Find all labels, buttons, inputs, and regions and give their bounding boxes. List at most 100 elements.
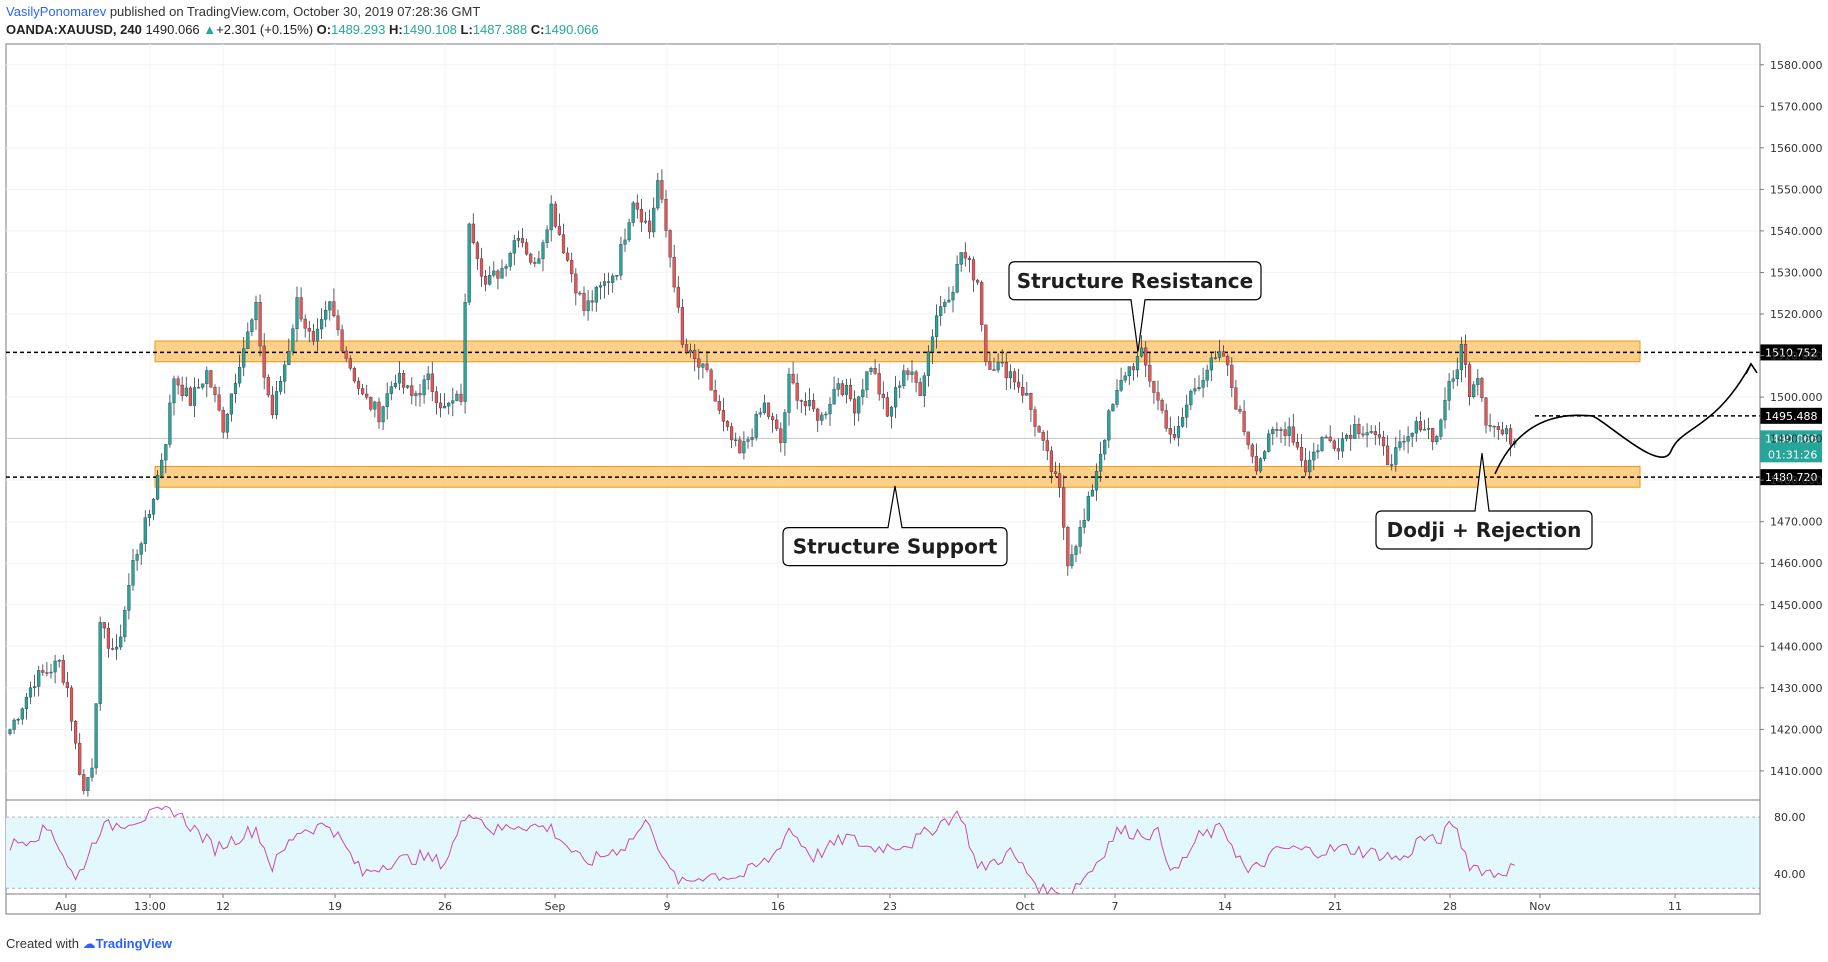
candle-body [1349,434,1353,439]
candle-body [693,349,697,360]
candle-body [1131,366,1135,371]
candle-body [49,671,53,674]
candle-body [639,209,643,223]
time-tick-label: 14 [1218,900,1232,913]
change-value: +2.301 (+0.15%) [216,22,314,37]
candle-body [151,498,156,515]
candle-body [463,302,467,402]
time-tick-label: 16 [771,900,785,913]
candle-body [549,203,553,231]
candle-body [1426,428,1431,430]
price-tick-label: 1530.000 [1770,266,1823,279]
candle-body [976,279,980,283]
candle-body [955,264,959,293]
candle-body [988,361,992,370]
candle-body [205,370,209,385]
low-label: L: [460,22,473,37]
candle-body [410,385,414,396]
candle-body [574,273,578,294]
candle-body [775,419,779,429]
candle-body [143,517,147,544]
candle-body [980,282,984,326]
price-tick-label: 1410.000 [1770,765,1823,778]
callout-text: Dodji + Rejection [1387,518,1582,542]
candle-body [406,385,410,388]
candle-body [1041,432,1045,441]
candle-body [348,358,352,369]
author-link[interactable]: VasilyPonomarev [6,4,107,19]
candle-body [1213,357,1217,359]
candle-body [479,258,484,277]
candles [8,169,1517,797]
candle-body [279,381,283,392]
candle-body [414,393,418,396]
candle-body [615,275,619,277]
candle-body [266,377,270,396]
candle-body [1455,369,1459,380]
candle-body [795,382,799,401]
candle-body [1303,460,1308,473]
symbol-name[interactable]: OANDA:XAUUSD, 240 [6,22,142,37]
change-arrow-icon: ▲ [203,22,217,37]
candle-body [110,648,115,650]
candle-body [537,258,541,264]
time-axis[interactable]: Aug 13:00 12 19 26 Sep 9 16 23 Oct 7 14 21 28 Nov 11 [55,894,1682,913]
candle-body [861,389,865,398]
price-chart[interactable]: 1510.752 1495.488 1480.720 1490.066 01:31:26… [0,0,1828,930]
candle-body [553,203,557,227]
candle-body [389,386,393,394]
candle-body [783,412,787,443]
price-tick-label: 1470.000 [1770,516,1823,529]
candle-body [1189,390,1193,406]
price-tick-label: 1560.000 [1770,142,1823,155]
candle-body [848,385,853,400]
candle-body [529,253,533,263]
candle-body [283,364,287,382]
candle-body [840,383,844,395]
candle-body [836,383,840,390]
last-price-label: 1490.066 [1765,432,1818,445]
candle-body [196,386,201,389]
candle-body [209,370,213,388]
callout-box [782,485,1008,567]
price-axis[interactable]: 1580.000 1570.000 1560.000 1550.000 1540.000… [1760,59,1823,778]
candle-body [951,292,955,301]
candle-body [652,207,656,233]
candle-body [1004,361,1008,379]
candle-body [377,401,381,423]
candle-body [1094,470,1099,491]
candle-body [1144,347,1148,366]
candle-body [1164,410,1168,429]
candle-body [598,285,602,288]
rsi-line [9,805,1515,896]
candle-body [184,387,188,396]
price-tick-label: 1460.000 [1770,557,1823,570]
candle-body [1467,364,1472,398]
candle-body [914,371,918,383]
candle-body [274,391,279,415]
candle-body [533,262,537,264]
candle-body [1156,392,1160,401]
published-text: published on TradingView.com, October 30… [106,4,481,19]
candle-body [1123,375,1127,381]
candle-body [799,400,803,402]
price-tick-label: 1430.000 [1770,682,1823,695]
projection [1494,362,1758,475]
candle-body [586,300,590,311]
candle-body [1139,347,1144,357]
candle-body [766,402,771,417]
candle-body [1418,421,1422,431]
symbol-bar: OANDA:XAUUSD, 240 1490.066 ▲+2.301 (+0.1… [6,22,599,37]
candle-body [467,223,471,303]
candle-body [1115,389,1119,405]
candle-body [41,670,45,673]
candle-body [1402,440,1406,443]
publish-info: VasilyPonomarev published on TradingView… [6,4,480,19]
candle-body [516,237,520,241]
candle-body [307,328,311,332]
tradingview-brand[interactable]: TradingView [95,936,172,951]
candle-body [78,742,82,775]
low-value: 1487.388 [472,22,528,37]
candle-body [508,253,512,267]
candle-body [1053,471,1058,474]
